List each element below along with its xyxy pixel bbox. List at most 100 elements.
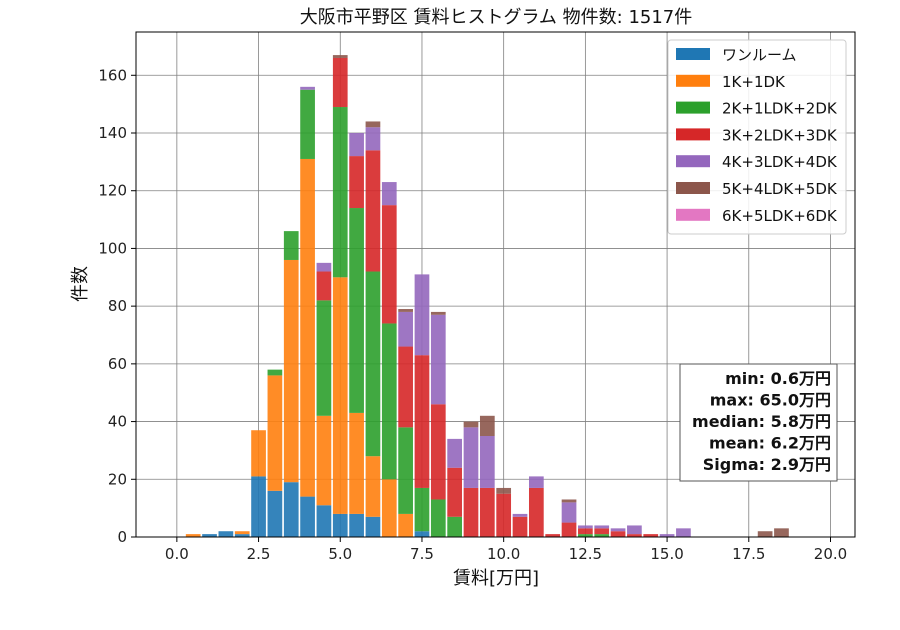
bar-segment-series-0 bbox=[283, 482, 299, 537]
bar-segment-series-4 bbox=[578, 525, 593, 529]
bar-segment-series-3 bbox=[398, 346, 413, 428]
bar-segment-series-3 bbox=[349, 156, 364, 209]
bar-segment-series-5 bbox=[479, 415, 495, 436]
bar-segment-series-2 bbox=[283, 231, 299, 260]
bar-segment-series-3 bbox=[643, 534, 659, 537]
bar-segment-series-4 bbox=[627, 525, 642, 535]
bar-segment-series-5 bbox=[463, 421, 479, 428]
bar-segment-series-2 bbox=[398, 427, 413, 514]
y-tick-label: 120 bbox=[98, 182, 127, 200]
bar-segment-series-1 bbox=[185, 534, 201, 537]
bar-segment-series-0 bbox=[300, 496, 315, 537]
bar-segment-series-4 bbox=[561, 502, 577, 523]
bar-segment-series-1 bbox=[316, 415, 332, 506]
legend-swatch bbox=[676, 208, 710, 221]
bar-segment-series-4 bbox=[463, 427, 479, 488]
chart-title: 大阪市平野区 賃料ヒストグラム 物件数: 1517件 bbox=[300, 7, 693, 28]
bar-segment-series-4 bbox=[365, 127, 381, 151]
bar-segment-series-5 bbox=[496, 487, 512, 494]
bar-segment-series-3 bbox=[414, 355, 430, 488]
bar-segment-series-0 bbox=[234, 534, 250, 537]
bar-segment-series-0 bbox=[349, 513, 364, 537]
bar-segment-series-1 bbox=[332, 277, 348, 514]
y-tick-label: 140 bbox=[98, 124, 127, 142]
bar-segment-series-4 bbox=[512, 513, 528, 517]
y-tick-label: 40 bbox=[108, 413, 127, 431]
bar-segment-series-5 bbox=[757, 531, 773, 537]
bar-segment-series-3 bbox=[561, 522, 577, 537]
y-tick-label: 80 bbox=[108, 297, 127, 315]
bar-segment-series-1 bbox=[381, 479, 397, 537]
bar-segment-series-2 bbox=[381, 323, 397, 480]
stat-line: max: 65.0万円 bbox=[710, 391, 831, 410]
bar-segment-series-0 bbox=[267, 490, 283, 537]
x-tick-label: 0.0 bbox=[165, 545, 189, 563]
x-tick-label: 15.0 bbox=[650, 545, 683, 563]
legend-swatch bbox=[676, 48, 710, 60]
x-axis-title: 賃料[万円] bbox=[453, 568, 539, 589]
bar-segment-series-3 bbox=[479, 487, 495, 537]
bar-segment-series-1 bbox=[251, 430, 266, 477]
bar-segment-series-3 bbox=[430, 404, 446, 500]
bar-segment-series-4 bbox=[610, 528, 626, 532]
bar-segment-series-3 bbox=[578, 528, 593, 535]
bar-segment-series-4 bbox=[430, 314, 446, 405]
legend-label: 3K+2LDK+3DK bbox=[722, 126, 838, 144]
axis-ticks: 0.0 2.5 5.0 7.5 10.0 12.5 15.0 17.5 20.0 0 20 40 60 8… bbox=[98, 66, 847, 563]
bar-segment-series-5 bbox=[561, 499, 577, 503]
bar-segment-series-3 bbox=[365, 150, 381, 272]
bar-segment-series-2 bbox=[267, 369, 283, 376]
bar-segment-series-0 bbox=[332, 513, 348, 537]
bar-segment-series-4 bbox=[398, 311, 413, 347]
bar-segment-series-3 bbox=[545, 534, 561, 537]
bars bbox=[185, 55, 789, 537]
plot-frame bbox=[135, 31, 856, 538]
bar-segment-series-5 bbox=[430, 311, 446, 315]
bar-segment-series-3 bbox=[496, 493, 512, 537]
legend-frame bbox=[667, 39, 847, 235]
bar-segment-series-4 bbox=[528, 476, 544, 488]
bar-segment-series-1 bbox=[398, 513, 413, 537]
legend-label: 4K+3LDK+4DK bbox=[722, 153, 838, 171]
bar-segment-series-4 bbox=[316, 262, 332, 272]
bar-segment-series-0 bbox=[251, 476, 266, 537]
bar-segment-series-2 bbox=[594, 534, 610, 537]
bar-segment-series-3 bbox=[381, 205, 397, 324]
stat-line: median: 5.8万円 bbox=[692, 412, 831, 431]
legend-label: ワンルーム bbox=[722, 46, 797, 64]
y-tick-label: 160 bbox=[98, 66, 127, 84]
y-axis-title: 件数 bbox=[70, 266, 91, 302]
bar-segment-series-3 bbox=[463, 487, 479, 537]
x-tick-label: 12.5 bbox=[569, 545, 602, 563]
bar-segment-series-2 bbox=[300, 89, 315, 159]
bar-segment-series-4 bbox=[447, 438, 463, 468]
bar-segment-series-1 bbox=[283, 259, 299, 483]
legend: ワンルーム 1K+1DK 2K+1LDK+2DK 3K+2LDK+3DK 4K+3LDK… bbox=[667, 39, 847, 235]
bar-segment-series-2 bbox=[332, 107, 348, 278]
bar-segment-series-5 bbox=[332, 55, 348, 58]
stat-line: mean: 6.2万円 bbox=[709, 434, 831, 453]
bar-segment-series-5 bbox=[774, 528, 789, 537]
y-tick-label: 60 bbox=[108, 355, 127, 373]
bar-segment-series-1 bbox=[234, 531, 250, 535]
bar-segment-series-5 bbox=[398, 309, 413, 312]
stats-frame bbox=[679, 363, 838, 482]
bar-segment-series-4 bbox=[349, 133, 364, 157]
bar-segment-series-4 bbox=[594, 525, 610, 529]
bar-segment-series-1 bbox=[267, 375, 283, 491]
bar-segment-series-3 bbox=[447, 467, 463, 517]
bar-segment-series-5 bbox=[365, 121, 381, 128]
legend-swatch bbox=[676, 182, 710, 194]
stat-line: min: 0.6万円 bbox=[725, 369, 831, 388]
bar-segment-series-4 bbox=[659, 534, 675, 537]
bar-segment-series-0 bbox=[202, 534, 217, 537]
y-tick-label: 20 bbox=[108, 470, 127, 488]
x-tick-label: 2.5 bbox=[247, 545, 271, 563]
legend-label: 6K+5LDK+6DK bbox=[722, 207, 838, 225]
bar-segment-series-1 bbox=[365, 456, 381, 517]
stat-line: Sigma: 2.9万円 bbox=[703, 455, 831, 474]
x-tick-label: 20.0 bbox=[814, 545, 847, 563]
legend-swatch bbox=[676, 128, 710, 141]
legend-swatch bbox=[676, 101, 710, 114]
